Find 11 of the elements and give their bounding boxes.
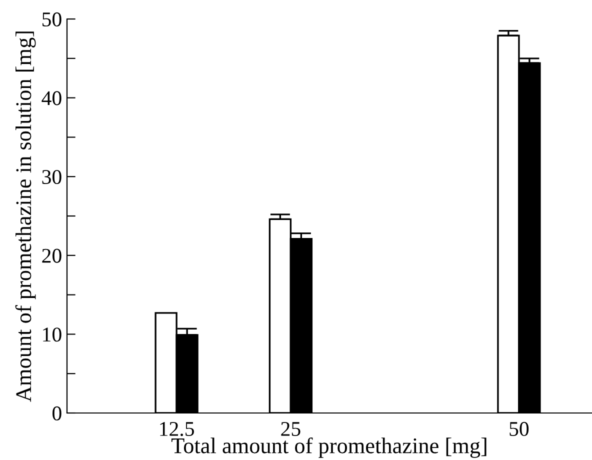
y-tick-label: 0 (52, 406, 62, 420)
y-tick-label: 20 (42, 248, 62, 263)
x-axis-title: Total amount of promethazine [mg] (171, 437, 486, 458)
y-tick-label: 30 (42, 170, 62, 184)
x-tick-label: 25 (281, 422, 300, 436)
x-tick-label: 50 (510, 422, 529, 436)
y-tick-label: 40 (42, 91, 62, 106)
y-tick-label: 50 (42, 12, 62, 26)
y-axis-title: Amount of promethazine in solution [mg] (15, 32, 36, 402)
x-tick-label: 12.5 (160, 422, 194, 436)
y-tick-label: 10 (43, 328, 62, 342)
